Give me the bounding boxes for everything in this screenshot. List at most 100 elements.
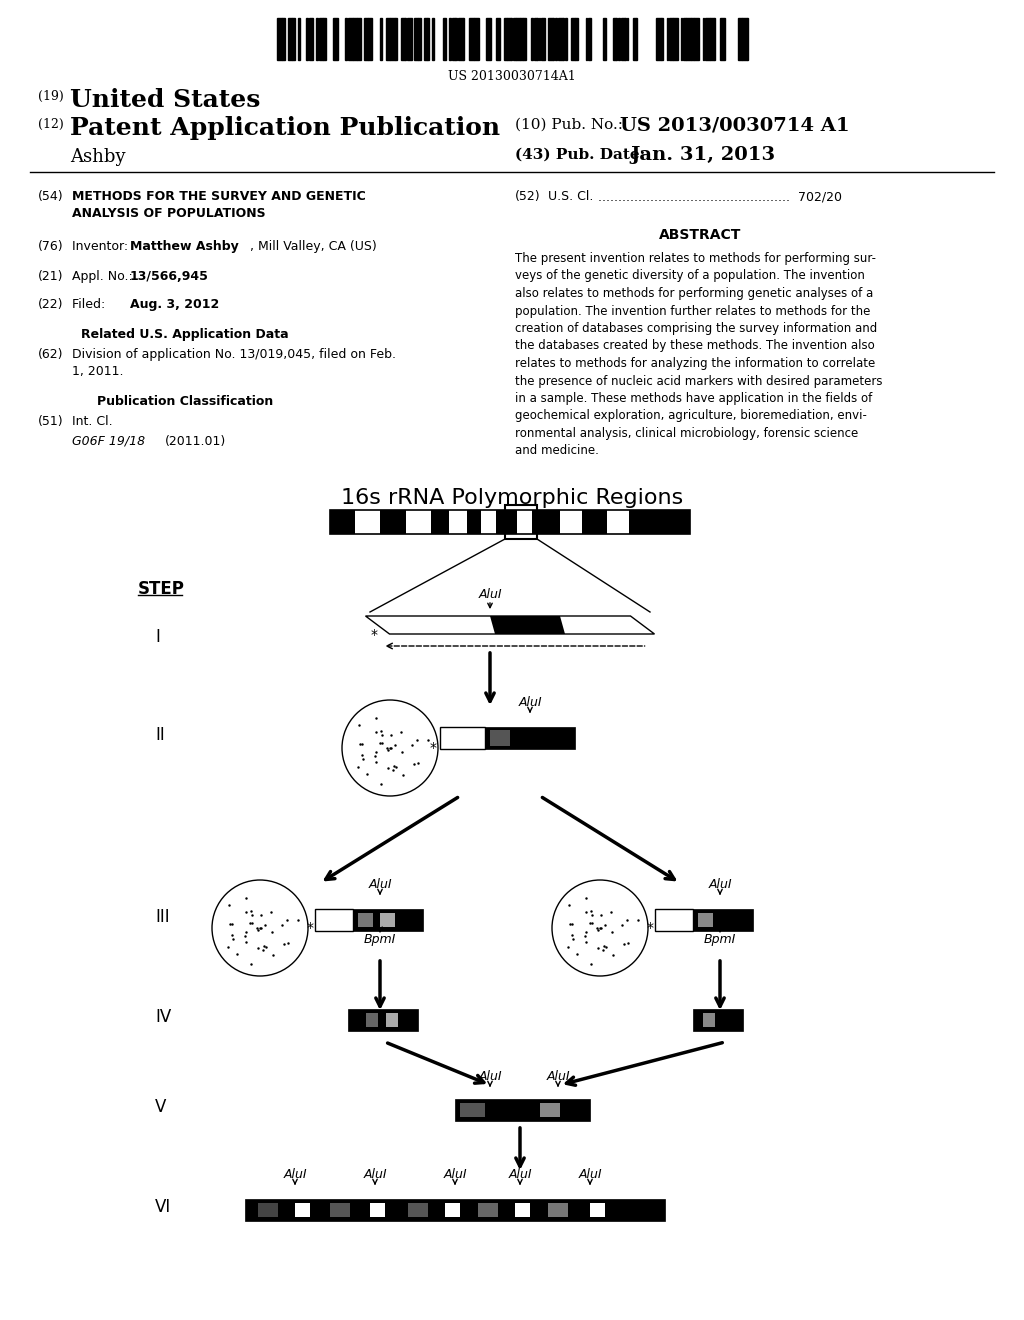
Text: ABSTRACT: ABSTRACT bbox=[658, 228, 741, 242]
Bar bbox=[407, 18, 412, 59]
Bar bbox=[380, 913, 395, 927]
Text: Publication Classification: Publication Classification bbox=[97, 395, 273, 408]
Text: US 20130030714A1: US 20130030714A1 bbox=[449, 70, 575, 83]
Bar bbox=[245, 1199, 665, 1221]
Bar bbox=[427, 18, 429, 59]
Bar bbox=[455, 1100, 590, 1121]
Text: (12): (12) bbox=[38, 117, 63, 131]
Text: METHODS FOR THE SURVEY AND GENETIC
ANALYSIS OF POPULATIONS: METHODS FOR THE SURVEY AND GENETIC ANALY… bbox=[72, 190, 366, 220]
Bar bbox=[323, 18, 326, 59]
Text: Related U.S. Application Data: Related U.S. Application Data bbox=[81, 327, 289, 341]
Text: AluI: AluI bbox=[478, 1071, 502, 1082]
Bar bbox=[496, 18, 500, 59]
Bar bbox=[449, 510, 467, 535]
Bar bbox=[534, 18, 537, 59]
Bar bbox=[662, 18, 663, 59]
Text: BpmI: BpmI bbox=[364, 933, 396, 946]
Text: AluI: AluI bbox=[518, 696, 542, 709]
Bar bbox=[693, 1008, 743, 1031]
Text: Int. Cl.: Int. Cl. bbox=[72, 414, 113, 428]
Bar bbox=[345, 18, 347, 59]
Text: AluI: AluI bbox=[709, 878, 732, 891]
Bar bbox=[282, 18, 285, 59]
Bar bbox=[698, 913, 713, 927]
Text: US 2013/0030714 A1: US 2013/0030714 A1 bbox=[620, 116, 850, 135]
Text: (54): (54) bbox=[38, 190, 63, 203]
Bar bbox=[655, 909, 693, 931]
Bar bbox=[540, 1104, 560, 1117]
Bar bbox=[348, 18, 353, 59]
Polygon shape bbox=[366, 616, 654, 634]
Bar bbox=[288, 18, 292, 59]
Text: AluI: AluI bbox=[508, 1168, 531, 1181]
Text: ................................................  702/20: ........................................… bbox=[598, 190, 842, 203]
Bar bbox=[474, 18, 479, 59]
Bar bbox=[720, 18, 725, 59]
Bar bbox=[309, 18, 313, 59]
Text: (10) Pub. No.:: (10) Pub. No.: bbox=[515, 117, 623, 132]
Bar bbox=[295, 1203, 310, 1217]
Bar bbox=[486, 18, 490, 59]
Text: *: * bbox=[429, 741, 436, 755]
Text: (22): (22) bbox=[38, 298, 63, 312]
Bar bbox=[455, 18, 457, 59]
Bar bbox=[292, 18, 295, 59]
Text: United States: United States bbox=[70, 88, 260, 112]
Bar bbox=[460, 1104, 485, 1117]
Bar bbox=[558, 18, 563, 59]
Bar bbox=[449, 18, 451, 59]
Text: I: I bbox=[155, 628, 160, 645]
Bar bbox=[515, 1203, 530, 1217]
Text: Patent Application Publication: Patent Application Publication bbox=[70, 116, 500, 140]
Bar bbox=[258, 1203, 278, 1217]
Text: Matthew Ashby: Matthew Ashby bbox=[130, 240, 239, 253]
Text: AluI: AluI bbox=[579, 1168, 602, 1181]
Bar bbox=[691, 18, 694, 59]
Bar bbox=[330, 510, 690, 535]
Bar bbox=[358, 913, 373, 927]
Text: G06F 19/18: G06F 19/18 bbox=[72, 436, 145, 447]
Bar bbox=[364, 18, 368, 59]
Bar bbox=[445, 1203, 460, 1217]
Text: AluI: AluI bbox=[284, 1168, 307, 1181]
Bar bbox=[531, 510, 560, 535]
Bar bbox=[654, 510, 690, 535]
Bar bbox=[516, 18, 520, 59]
Text: 16s rRNA Polymorphic Regions: 16s rRNA Polymorphic Regions bbox=[341, 488, 683, 508]
Text: (21): (21) bbox=[38, 271, 63, 282]
Bar bbox=[440, 727, 485, 748]
Text: Aug. 3, 2012: Aug. 3, 2012 bbox=[130, 298, 219, 312]
Text: AluI: AluI bbox=[443, 1168, 467, 1181]
Bar bbox=[380, 18, 382, 59]
Bar bbox=[513, 18, 516, 59]
Bar bbox=[401, 18, 406, 59]
Bar bbox=[686, 18, 691, 59]
Bar bbox=[353, 18, 357, 59]
Bar bbox=[481, 510, 496, 535]
Bar bbox=[348, 1008, 418, 1031]
Text: BpmI: BpmI bbox=[703, 933, 736, 946]
Bar bbox=[705, 18, 710, 59]
Circle shape bbox=[552, 880, 648, 975]
Bar bbox=[467, 510, 481, 535]
Bar bbox=[431, 510, 449, 535]
Bar bbox=[613, 18, 616, 59]
Text: V: V bbox=[155, 1098, 166, 1115]
Bar bbox=[531, 18, 534, 59]
Text: Inventor:: Inventor: bbox=[72, 240, 132, 253]
Bar bbox=[316, 18, 318, 59]
Polygon shape bbox=[490, 616, 565, 634]
Bar bbox=[424, 18, 427, 59]
Bar bbox=[380, 510, 406, 535]
Bar bbox=[517, 510, 531, 535]
Bar bbox=[738, 18, 742, 59]
Text: (76): (76) bbox=[38, 240, 63, 253]
Bar bbox=[432, 18, 434, 59]
Bar bbox=[452, 18, 455, 59]
Bar bbox=[618, 18, 620, 59]
Bar bbox=[603, 18, 606, 59]
Bar bbox=[408, 1203, 428, 1217]
Bar bbox=[520, 18, 523, 59]
Bar bbox=[560, 510, 582, 535]
Bar bbox=[414, 18, 418, 59]
